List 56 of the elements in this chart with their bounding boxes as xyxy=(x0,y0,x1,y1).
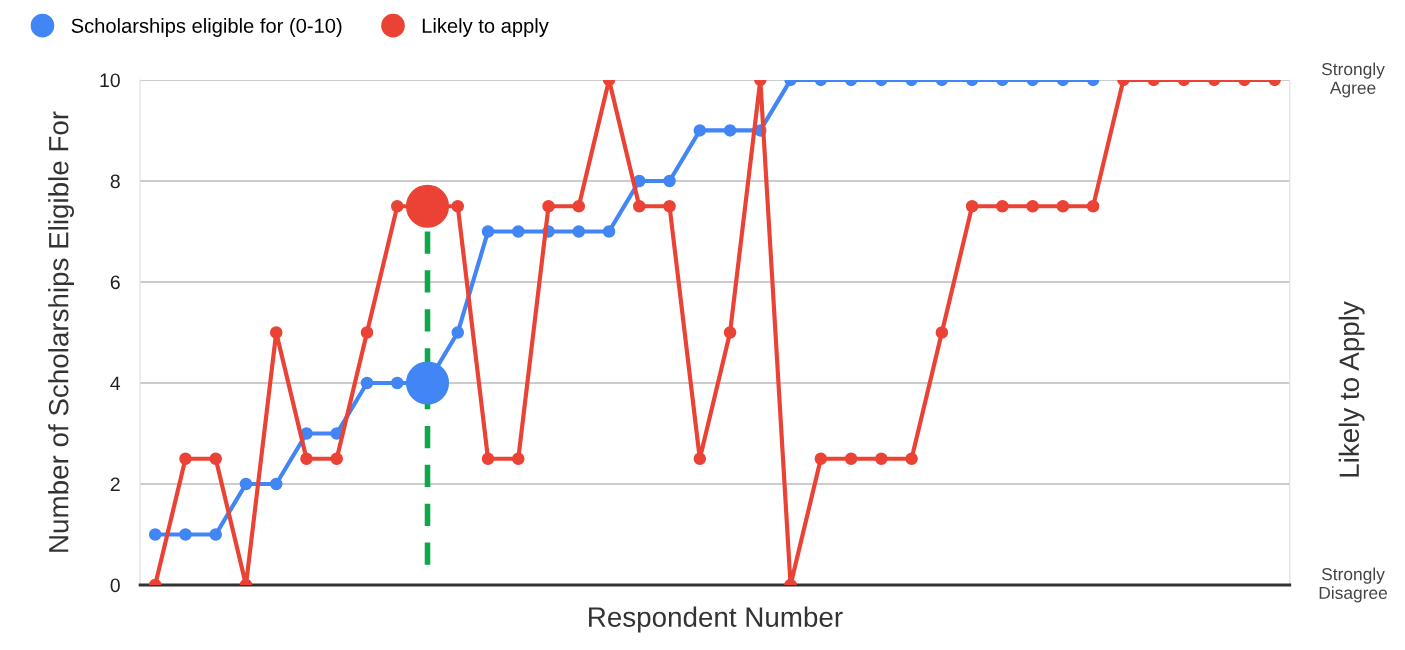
point xyxy=(360,326,374,339)
point xyxy=(481,452,495,465)
point xyxy=(209,452,222,465)
point xyxy=(1056,199,1070,213)
point xyxy=(512,225,525,238)
point xyxy=(1026,199,1039,213)
point xyxy=(330,452,343,465)
point xyxy=(693,452,707,465)
point xyxy=(391,376,404,390)
point xyxy=(1086,199,1100,213)
text: Strongly Disagree xyxy=(1319,567,1387,603)
y-tick-label: 8 xyxy=(110,174,120,189)
point xyxy=(269,326,283,339)
point xyxy=(542,199,555,213)
y2-axis-title: Likely to Apply xyxy=(1338,301,1365,477)
y-tick-label: 0 xyxy=(110,578,120,593)
point xyxy=(844,452,858,465)
point xyxy=(965,199,979,213)
point xyxy=(814,452,828,465)
y-tick-label: 4 xyxy=(110,376,121,391)
point xyxy=(996,199,1009,213)
point xyxy=(360,376,374,390)
y-tick-label: 2 xyxy=(110,477,120,492)
point xyxy=(572,199,586,213)
legend-label: Likely to apply xyxy=(422,18,549,37)
point xyxy=(693,124,707,137)
point xyxy=(239,477,253,491)
point xyxy=(481,225,495,238)
point xyxy=(602,225,616,238)
y-tick-label: 10 xyxy=(100,73,120,88)
point xyxy=(209,528,222,541)
point xyxy=(300,452,313,465)
point xyxy=(405,184,450,228)
point xyxy=(451,326,465,339)
point xyxy=(179,452,192,465)
legend-label: Scholarships eligible for (0-10) xyxy=(71,18,342,37)
point xyxy=(572,225,586,238)
point xyxy=(723,124,737,137)
point xyxy=(875,452,888,465)
point xyxy=(723,326,737,339)
point xyxy=(905,452,918,465)
point xyxy=(663,174,676,188)
text: Strongly Agree xyxy=(1321,62,1385,98)
point xyxy=(512,452,525,465)
point xyxy=(633,199,646,213)
point xyxy=(179,528,192,541)
point xyxy=(148,528,162,541)
y-tick-label: 6 xyxy=(110,275,120,290)
y-axis-title: Number of Scholarships Eligible For xyxy=(48,111,75,552)
point xyxy=(451,199,465,213)
point xyxy=(391,199,404,213)
point xyxy=(269,477,283,491)
point xyxy=(405,361,450,405)
x-axis-title: Respondent Number xyxy=(589,606,843,633)
point xyxy=(935,326,949,339)
point xyxy=(663,199,676,213)
